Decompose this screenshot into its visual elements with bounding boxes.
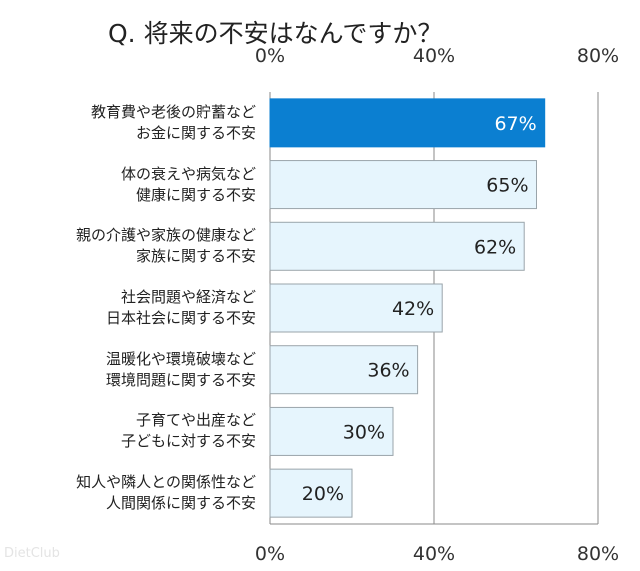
x-tick-label-top: 40% — [413, 45, 455, 67]
bar — [269, 98, 546, 148]
category-label-line: 親の介護や家族の健康など — [75, 226, 256, 245]
category-label: 温暖化や環境破壊など 環境問題に関する不安 — [6, 349, 256, 391]
category-label-line: 社会問題や経済など — [120, 288, 256, 306]
category-label-line: 子育てや出産など — [135, 411, 256, 430]
category-label-line: 体の衰えや病気など — [120, 164, 256, 183]
data-label: 65% — [486, 175, 528, 197]
category-label-line: 健康に関する不安 — [135, 185, 256, 204]
category-label: 体の衰えや病気など健康に関する不安 — [6, 164, 256, 206]
category-label: 知人や隣人との関係性など人間関係に関する不安 — [6, 472, 256, 514]
data-label: 36% — [367, 360, 409, 382]
data-label: 62% — [474, 236, 516, 258]
category-label-line: 知人や隣人との関係性など — [76, 473, 256, 492]
category-label-line: 子どもに対する不安 — [120, 432, 256, 451]
category-label-line: 教育費や老後の貯蓄など — [90, 102, 256, 121]
bar — [269, 221, 525, 271]
category-label-line: 人間関係に関する不安 — [105, 494, 256, 513]
chart-title: Q. 将来の不安はなんですか？ — [108, 19, 443, 48]
category-label-line: 環境問題に関する不安 — [105, 370, 256, 389]
category-label-line: 家族に関する不安 — [135, 247, 256, 266]
x-tick-label-top: 80% — [577, 45, 619, 67]
x-tick-label-bottom: 40% — [413, 543, 455, 565]
category-label-line: 日本社会に関する不安 — [105, 309, 256, 327]
x-tick-label-bottom: 0% — [255, 543, 285, 565]
data-label: 42% — [392, 298, 434, 320]
data-label: 30% — [343, 421, 385, 443]
watermark: DietClub — [4, 546, 60, 561]
category-label: 社会問題や経済など日本社会に関する不安 — [6, 287, 256, 329]
category-label: 教育費や老後の貯蓄などお金に関する不安 — [6, 102, 256, 144]
x-tick-label-bottom: 80% — [577, 543, 619, 565]
x-tick-label-top: 0% — [255, 45, 285, 67]
data-label: 20% — [302, 483, 344, 505]
category-label: 親の介護や家族の健康など家族に関する不安 — [6, 225, 256, 267]
bar — [269, 468, 353, 518]
category-label-line: お金に関する不安 — [135, 123, 256, 142]
bar — [269, 283, 443, 333]
data-label: 67% — [494, 113, 536, 135]
category-label-line: 温暖化や環境破壊など — [105, 349, 256, 368]
bar — [269, 406, 394, 456]
bar — [269, 160, 537, 210]
bar — [269, 345, 419, 395]
category-label: 子育てや出産など子どもに対する不安 — [6, 410, 256, 452]
